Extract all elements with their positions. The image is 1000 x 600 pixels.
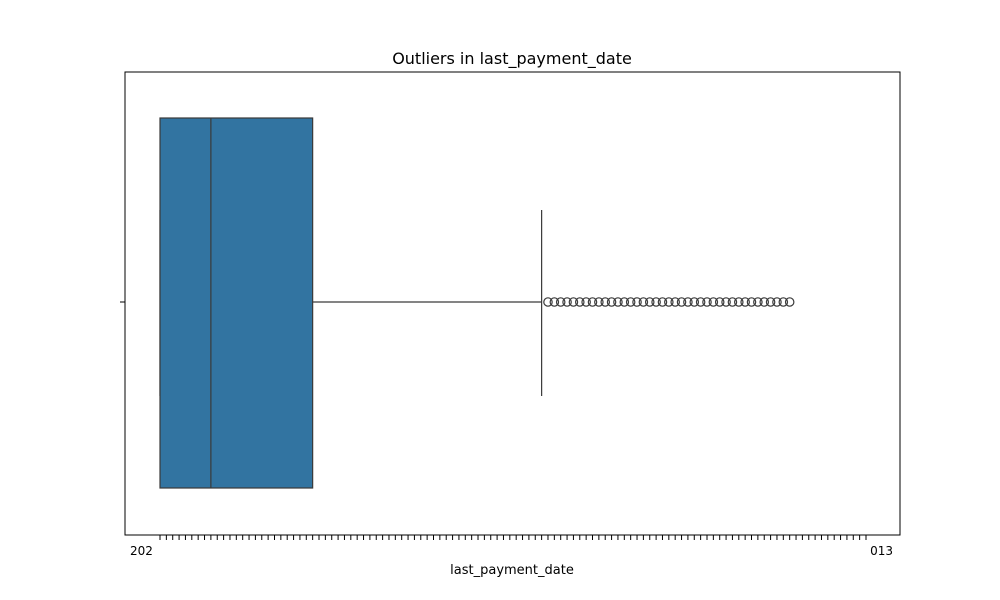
outlier-point	[721, 297, 731, 307]
outlier-point	[632, 297, 642, 307]
outlier-point	[625, 297, 636, 307]
outlier-point	[549, 297, 560, 307]
outlier-point	[676, 297, 687, 307]
outlier-point	[778, 297, 789, 307]
outlier-point	[594, 297, 604, 307]
outlier-point	[670, 297, 680, 307]
outlier-point	[727, 297, 738, 307]
iqr-box	[159, 117, 314, 489]
outlier-point	[753, 297, 763, 307]
outlier-point	[587, 297, 598, 307]
outlier-point	[695, 297, 706, 307]
box-layer	[159, 117, 543, 489]
chart-title: Outliers in last_payment_date	[392, 49, 632, 69]
outliers-layer	[543, 297, 795, 307]
outlier-point	[555, 297, 566, 307]
x-axis-ticks	[159, 535, 867, 540]
outlier-point	[574, 297, 585, 307]
outlier-point	[613, 297, 623, 307]
outlier-point	[740, 297, 750, 307]
outlier-point	[708, 297, 719, 307]
outlier-point	[759, 297, 770, 307]
plot-frame	[124, 71, 901, 536]
outlier-point	[562, 297, 572, 307]
outlier-point	[651, 297, 661, 307]
outlier-point	[784, 297, 795, 307]
outlier-point	[683, 297, 693, 307]
x-axis-label: last_payment_date	[450, 563, 574, 578]
outlier-point	[543, 297, 553, 307]
outlier-point	[733, 297, 744, 307]
outlier-point	[581, 297, 591, 307]
outlier-point	[568, 297, 579, 307]
outlier-point	[619, 297, 630, 307]
outlier-point	[606, 297, 617, 307]
outlier-point	[689, 297, 700, 307]
x-tick-label-last: 013	[870, 544, 893, 558]
outlier-point	[657, 297, 668, 307]
x-tick-label-first: 202	[130, 544, 153, 558]
outlier-point	[714, 297, 725, 307]
outlier-point	[765, 297, 776, 307]
outlier-point	[772, 297, 782, 307]
outlier-point	[664, 297, 674, 307]
outlier-point	[638, 297, 649, 307]
outlier-point	[644, 297, 655, 307]
outlier-point	[702, 297, 712, 307]
outlier-point	[600, 297, 611, 307]
outlier-point	[746, 297, 757, 307]
